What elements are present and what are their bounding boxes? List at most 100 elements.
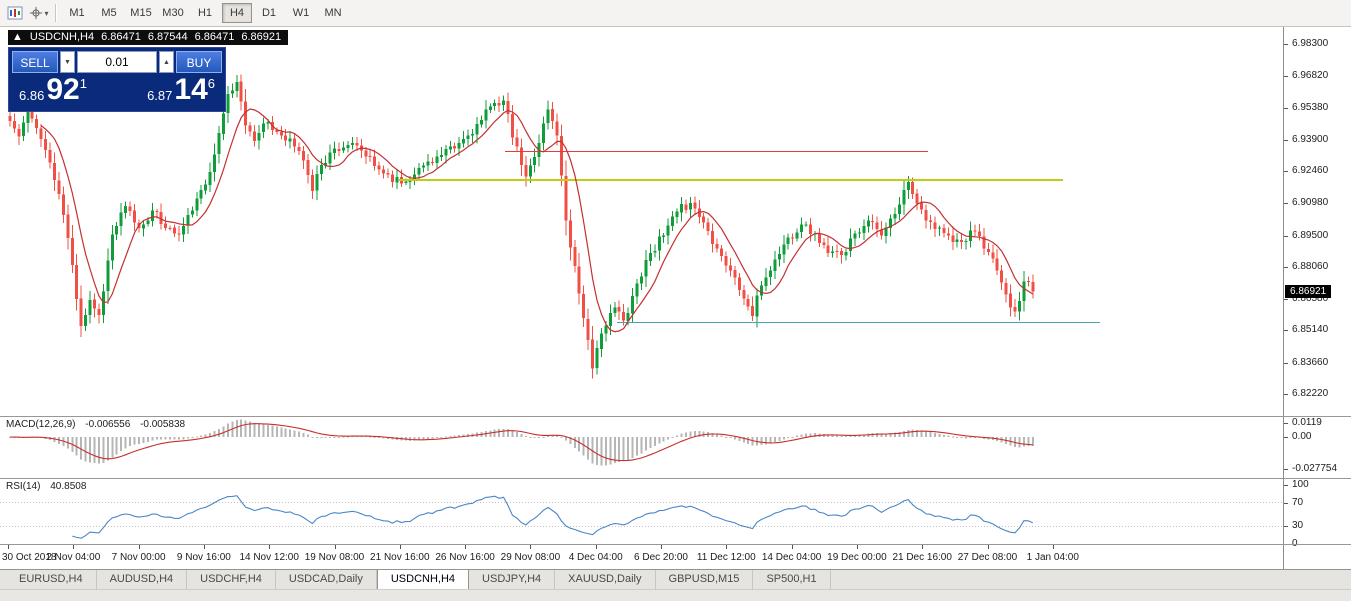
- tab-eurusd-h4[interactable]: EURUSD,H4: [6, 570, 97, 589]
- macd-scale-label: -0.027754: [1292, 463, 1338, 474]
- crosshair-icon-glyph: [30, 6, 43, 20]
- timeframe-button-w1[interactable]: W1: [292, 7, 310, 19]
- time-label: 21 Dec 16:00: [892, 552, 952, 563]
- chart-symbol: USDCNH,H4: [29, 31, 95, 43]
- price-scale-label: 6.96820: [1292, 70, 1329, 82]
- timeframe-button-m1[interactable]: M1: [69, 7, 85, 19]
- tab-usdchf-h4[interactable]: USDCHF,H4: [187, 570, 276, 589]
- time-tick: [138, 545, 140, 549]
- rsi-scale-tick: [1284, 502, 1288, 504]
- timeframe-button-m15[interactable]: M15: [130, 7, 152, 19]
- tab-gbpusd-m15[interactable]: GBPUSD,M15: [656, 570, 754, 589]
- time-label: 9 Nov 16:00: [176, 552, 231, 563]
- time-tick: [856, 545, 858, 549]
- time-tick: [8, 545, 9, 549]
- status-bar: [0, 589, 1351, 601]
- sell-button[interactable]: SELL: [12, 51, 58, 73]
- collapse-panel-arrow[interactable]: ▲: [12, 31, 23, 43]
- buy-price[interactable]: 6.87 14 6: [147, 74, 215, 106]
- price-scale-tick: [1284, 171, 1288, 173]
- crosshair-tool-icon[interactable]: ▾: [27, 2, 51, 24]
- time-scale[interactable]: 30 Oct 2018 2 Nov 04:00 7 Nov 00:00 9 Nov 1…: [0, 545, 1283, 569]
- price-scale-tick: [1284, 44, 1288, 45]
- tab-sp500-h1[interactable]: SP500,H1: [753, 570, 831, 589]
- price-scale-label: 6.85140: [1292, 324, 1329, 336]
- tab-audusd-h4[interactable]: AUDUSD,H4: [97, 570, 188, 589]
- price-scale-label: 6.86580: [1292, 293, 1329, 305]
- macd-label: MACD(12,26,9) -0.006556 -0.005838: [6, 419, 185, 430]
- time-tick: [595, 545, 597, 549]
- time-label: 19 Dec 00:00: [827, 552, 887, 563]
- time-tick: [530, 545, 532, 549]
- chart-tabs-bar: EURUSD,H4 AUDUSD,H4 USDCHF,H4 USDCAD,Daily U…: [0, 569, 1351, 589]
- rsi-scale-label: 100: [1292, 479, 1309, 490]
- price-scale[interactable]: 6.86921 6.98300 6.96820 6.95380 6.93900 6.92…: [1283, 27, 1351, 569]
- macd-name: MACD(12,26,9): [6, 419, 76, 430]
- buy-button[interactable]: BUY: [176, 51, 222, 73]
- panel-divider[interactable]: [0, 544, 1351, 545]
- chart-icon[interactable]: [3, 2, 27, 24]
- horizontal-lines: [399, 151, 1100, 324]
- price-scale-label: 6.90980: [1292, 197, 1329, 209]
- timeframe-group: M1 M5 M15 M30 H1 H4 D1 W1 MN: [61, 3, 349, 23]
- time-label: 2 Nov 04:00: [46, 552, 101, 563]
- panel-divider[interactable]: [0, 478, 1351, 479]
- sell-price-sup: 1: [79, 76, 87, 91]
- tab-xauusd-daily[interactable]: XAUUSD,Daily: [555, 570, 656, 589]
- candlestick-series: [8, 74, 1035, 379]
- price-scale-label: 6.95380: [1292, 101, 1329, 113]
- tab-usdjpy-h4[interactable]: USDJPY,H4: [469, 570, 556, 589]
- time-label: 7 Nov 00:00: [111, 552, 166, 563]
- volume-increase-button[interactable]: ▲: [159, 51, 174, 73]
- time-label: 14 Dec 04:00: [761, 552, 822, 563]
- buy-price-sup: 6: [207, 76, 215, 91]
- time-tick: [399, 545, 401, 549]
- timeframe-button-d1[interactable]: D1: [261, 7, 277, 19]
- ohlc-open: 6.86471: [101, 31, 141, 43]
- time-label: 11 Dec 12:00: [696, 552, 756, 563]
- time-label: 19 Nov 08:00: [304, 552, 365, 563]
- ohlc-close: 6.86921: [241, 31, 282, 43]
- tab-usdcnh-h4[interactable]: USDCNH,H4: [376, 570, 470, 589]
- macd-scale-tick: [1284, 423, 1288, 425]
- timeframe-button-h1[interactable]: H1: [197, 7, 213, 19]
- timeframe-button-mn[interactable]: MN: [324, 7, 342, 19]
- time-tick: [1052, 545, 1054, 549]
- timeframe-button-m30[interactable]: M30: [162, 7, 184, 19]
- price-scale-tick: [1284, 299, 1288, 301]
- price-scale-label: 6.83660: [1292, 356, 1329, 368]
- rsi-name: RSI(14): [6, 481, 41, 492]
- rsi-label: RSI(14) 40.8508: [6, 481, 86, 492]
- toolbar-separator: [55, 4, 57, 22]
- panel-divider[interactable]: [0, 416, 1351, 417]
- ohlc-high: 6.87544: [147, 31, 188, 43]
- volume-input[interactable]: [77, 51, 157, 73]
- macd-value-main: -0.006556: [85, 419, 131, 430]
- price-scale-tick: [1284, 139, 1288, 141]
- timeframe-button-h4[interactable]: H4: [222, 3, 252, 23]
- rsi-value: 40.8508: [50, 481, 87, 492]
- buy-price-big: 14: [174, 73, 208, 106]
- macd-scale-tick: [1284, 469, 1288, 470]
- price-scale-tick: [1284, 330, 1288, 332]
- time-tick: [203, 545, 205, 549]
- sell-price[interactable]: 6.86 92 1: [19, 74, 87, 106]
- sell-price-big: 92: [46, 73, 80, 106]
- tab-usdcad-daily[interactable]: USDCAD,Daily: [276, 570, 377, 589]
- chart-area[interactable]: 6.86921 6.98300 6.96820 6.95380 6.93900 6.92…: [0, 27, 1351, 569]
- volume-decrease-button[interactable]: ▼: [60, 51, 75, 73]
- time-label: 6 Dec 20:00: [634, 552, 688, 563]
- rsi-level-lines: [0, 502, 1283, 527]
- price-scale-label: 6.88060: [1292, 260, 1329, 272]
- rsi-line: [72, 495, 1034, 539]
- current-price-tag: 6.86921: [1285, 284, 1332, 298]
- price-scale-tick: [1284, 235, 1288, 237]
- buy-price-prefix: 6.87: [147, 88, 173, 103]
- moving-average-line: [40, 108, 1034, 333]
- rsi-scale-label: 0: [1292, 538, 1298, 549]
- time-tick: [791, 545, 793, 549]
- rsi-scale-tick: [1284, 526, 1288, 528]
- trade-controls-row: SELL ▼ ▲ BUY: [12, 51, 222, 73]
- timeframe-button-m5[interactable]: M5: [101, 7, 117, 19]
- price-scale-tick: [1284, 362, 1288, 364]
